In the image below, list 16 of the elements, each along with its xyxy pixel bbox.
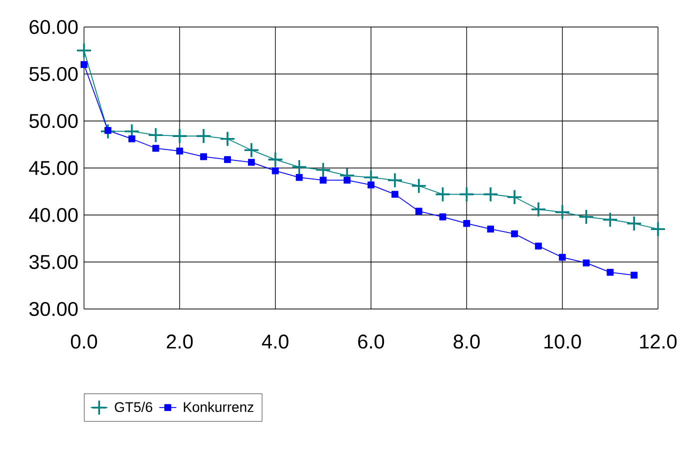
x-tick-label: 0.0	[70, 334, 98, 349]
y-tick-label: 45.00	[29, 160, 78, 176]
y-tick-label: 30.00	[29, 302, 78, 316]
x-tick-label: 6.0	[358, 334, 384, 349]
y-tick-label: 35.00	[29, 254, 78, 270]
legend-label: GT5/6	[114, 402, 152, 412]
x-tick-label: 2.0	[166, 334, 193, 349]
x-tick-label: 8.0	[454, 334, 480, 349]
legend-label: Konkurrenz	[184, 402, 254, 412]
y-tick-label: 55.00	[29, 66, 78, 82]
y-tick-label: 40.00	[29, 208, 78, 222]
y-tick-label: 60.00	[30, 20, 78, 34]
x-tick-label: 4.0	[262, 334, 288, 349]
x-tick-label: 12.0	[640, 334, 677, 349]
x-tick-label: 10.0	[544, 334, 581, 349]
y-tick-label: 50.00	[29, 114, 78, 128]
